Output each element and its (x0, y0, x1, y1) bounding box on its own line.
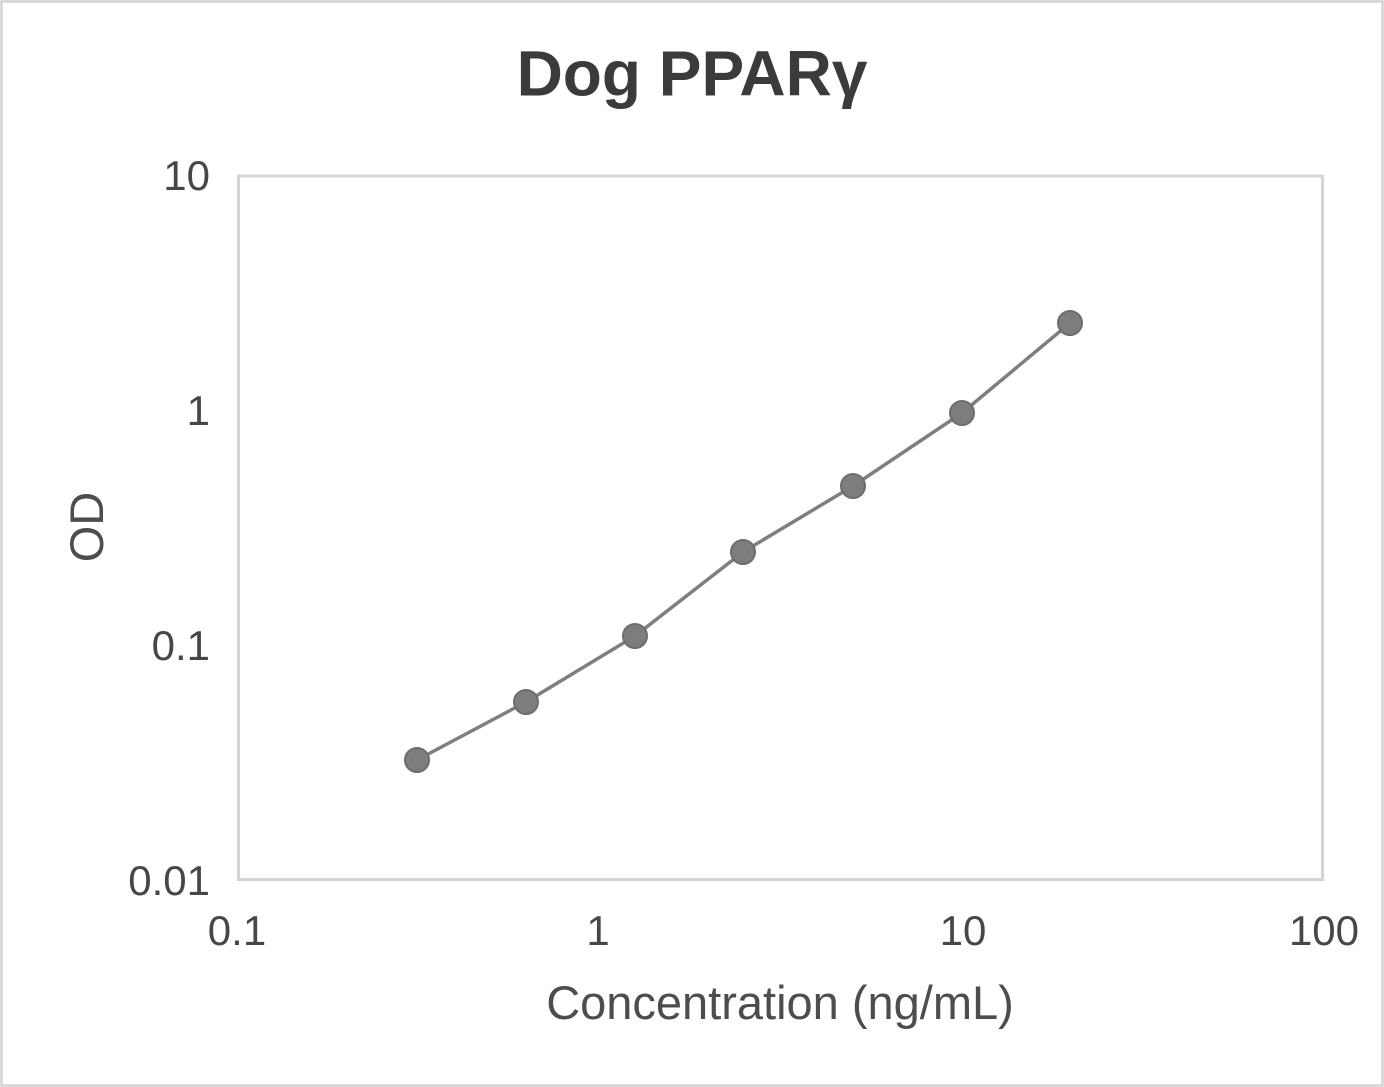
svg-text:OD: OD (60, 492, 113, 563)
svg-text:Dog PPARγ: Dog PPARγ (517, 38, 868, 110)
svg-text:1: 1 (187, 387, 210, 434)
svg-text:0.1: 0.1 (152, 622, 210, 669)
svg-text:0.1: 0.1 (208, 907, 266, 954)
svg-text:100: 100 (1289, 907, 1359, 954)
svg-text:1: 1 (586, 907, 609, 954)
svg-text:Concentration (ng/mL): Concentration (ng/mL) (546, 976, 1014, 1029)
svg-text:10: 10 (940, 907, 987, 954)
svg-text:0.01: 0.01 (128, 857, 210, 904)
svg-text:10: 10 (163, 152, 210, 199)
